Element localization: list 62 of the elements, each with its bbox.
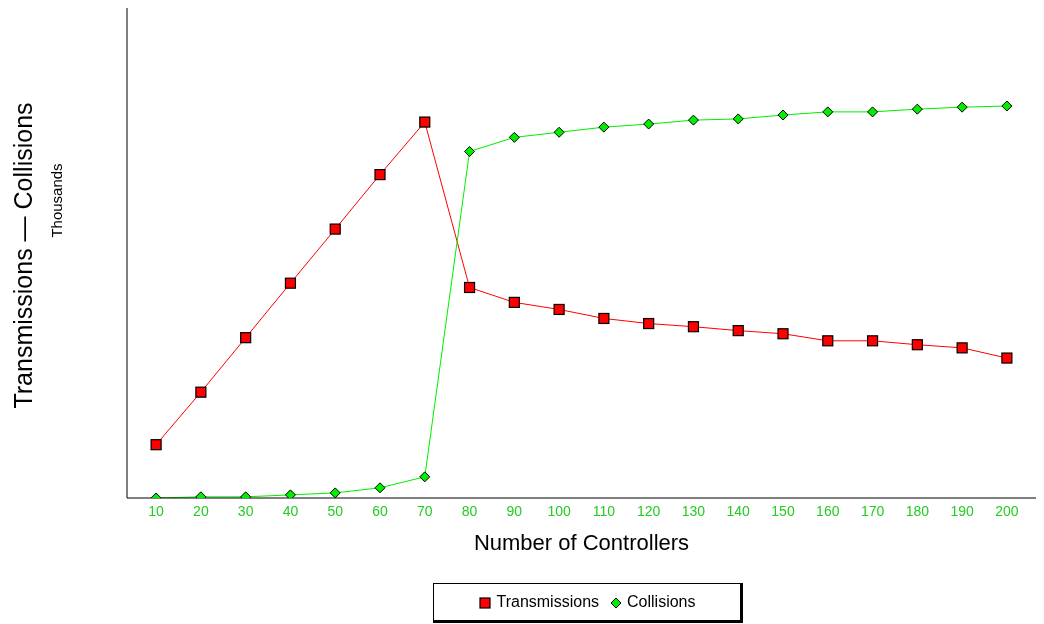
point — [866, 335, 879, 347]
point — [150, 439, 162, 451]
point — [598, 121, 610, 133]
point — [643, 317, 655, 330]
point — [956, 342, 968, 354]
legend-label: Transmissions — [495, 593, 600, 611]
point — [1001, 352, 1013, 364]
x-tick-label: 40 — [282, 502, 299, 519]
x-tick-label: 120 — [636, 502, 661, 519]
point — [553, 303, 565, 316]
point — [195, 386, 207, 398]
point — [419, 116, 431, 128]
point — [732, 113, 744, 125]
point — [822, 335, 834, 347]
x-tick-label: 70 — [416, 502, 433, 519]
x-tick-label: 180 — [905, 502, 930, 519]
x-tick-label: 200 — [995, 502, 1019, 519]
text: Thousands — [47, 163, 65, 238]
x-tick-label: 170 — [860, 502, 885, 519]
point — [777, 109, 789, 121]
point — [463, 281, 476, 294]
point — [284, 489, 296, 498]
x-axis-title: Number of Controllers — [473, 530, 690, 555]
x-tick-label: 190 — [950, 502, 975, 519]
point — [374, 169, 386, 181]
point — [508, 131, 520, 143]
point — [598, 312, 610, 325]
point — [508, 296, 520, 308]
x-tick-label: 140 — [726, 502, 751, 519]
x-tick-label: 50 — [327, 502, 344, 519]
point — [553, 126, 565, 138]
point — [911, 103, 923, 115]
point — [911, 339, 923, 351]
point — [329, 223, 341, 235]
point — [956, 101, 968, 113]
x-tick-label: 110 — [592, 502, 616, 519]
x-tick-label: 20 — [193, 502, 209, 519]
point — [419, 471, 431, 483]
point — [643, 118, 655, 130]
point — [777, 328, 789, 340]
x-tick-label: 160 — [816, 502, 840, 519]
x-tick-label: 30 — [237, 502, 254, 519]
point — [284, 277, 297, 289]
point — [687, 321, 700, 333]
x-tick-label: 150 — [771, 502, 795, 519]
x-tick-label: 10 — [148, 502, 165, 519]
point — [822, 106, 834, 118]
point — [464, 145, 476, 157]
point — [687, 114, 699, 126]
point — [240, 332, 252, 344]
x-tick-label: 130 — [681, 502, 706, 519]
point — [867, 106, 879, 118]
point — [1001, 100, 1013, 112]
x-tick-label: 100 — [547, 502, 571, 519]
point — [374, 482, 386, 494]
point — [732, 325, 744, 337]
y-axis-title: Transmissions — Collisions — [8, 102, 38, 409]
point — [329, 487, 341, 498]
x-tick-label: 60 — [372, 502, 388, 519]
x-tick-label: 90 — [506, 502, 523, 519]
legend-label: Collisions — [626, 593, 696, 611]
x-tick-label: 80 — [461, 502, 478, 519]
